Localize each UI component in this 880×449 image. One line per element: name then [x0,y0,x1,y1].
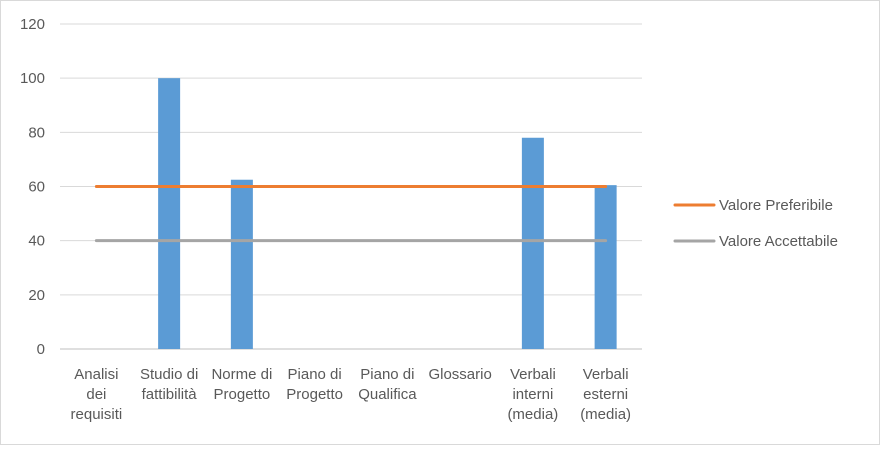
y-axis-ticks: 0 20 40 60 80 100 120 [20,16,45,358]
x-category-label: Studio di fattibilità [140,366,198,403]
y-tick-label: 20 [28,287,45,304]
bar [521,137,544,349]
x-category-label: Glossario [428,366,491,383]
bar [594,185,617,349]
x-axis-categories: Analisi dei requisiti Studio di fattibilità N… [71,366,632,423]
x-category-label: Verbali interni (media) [507,366,558,423]
y-tick-label: 120 [20,16,45,33]
y-tick-label: 100 [20,70,45,87]
x-category-label: Piano di Qualifica [358,366,417,403]
reference-lines [94,185,608,243]
legend-label: Valore Preferibile [719,197,833,214]
y-tick-label: 40 [28,233,45,250]
y-tick-label: 0 [37,341,45,358]
bar [158,78,181,350]
x-category-label: Verbali esterni (media) [580,366,631,423]
y-tick-label: 80 [28,124,45,141]
bar [230,179,253,349]
x-category-label: Norme di Progetto [211,366,272,403]
legend-label: Valore Accettabile [719,233,838,250]
x-category-label: Piano di Progetto [286,366,343,403]
y-tick-label: 60 [28,179,45,196]
legend: Valore Preferibile Valore Accettabile [673,197,838,250]
bars [158,78,617,350]
x-category-label: Analisi dei requisiti [71,366,123,423]
